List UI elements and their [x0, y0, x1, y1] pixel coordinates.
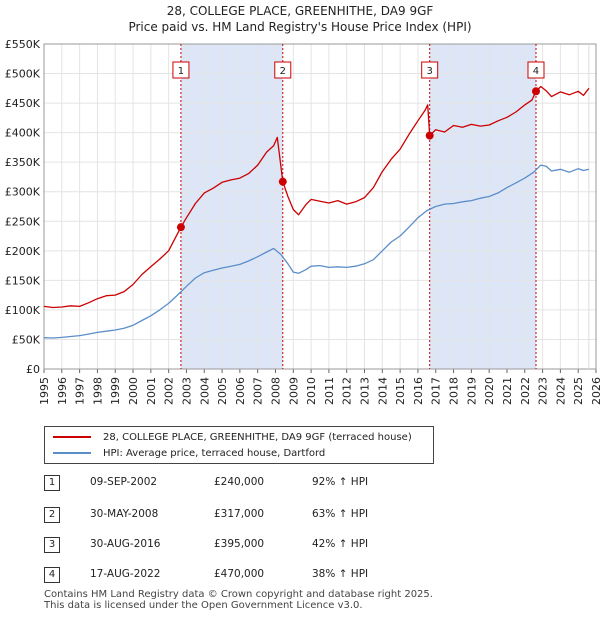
sale-2-point — [278, 177, 287, 186]
property-price-line — [43, 85, 590, 309]
sale-date: 30-AUG-2016 — [90, 538, 161, 550]
sale-hpi-change: 63% ↑ HPI — [312, 508, 369, 520]
sale-3-point — [425, 131, 434, 140]
x-tick-label: 2017 — [430, 377, 443, 405]
sale-price: £395,000 — [214, 538, 265, 550]
x-tick-label: 2022 — [519, 377, 532, 405]
x-tick-label: 1995 — [38, 377, 51, 405]
y-tick-label: £350K — [5, 156, 41, 169]
sale-date: 09-SEP-2002 — [90, 476, 158, 488]
y-tick-label: £500K — [5, 68, 41, 81]
x-tick-label: 2024 — [554, 377, 567, 405]
legend: 28, COLLEGE PLACE, GREENHITHE, DA9 9GF (… — [44, 426, 434, 464]
table-row: 3 30-AUG-2016 £395,000 42% ↑ HPI — [44, 537, 424, 553]
sale-2-label: 2 — [280, 66, 286, 77]
sale-3-label: 3 — [427, 66, 433, 77]
footer: Contains HM Land Registry data © Crown c… — [44, 589, 433, 611]
sale-price: £470,000 — [214, 568, 265, 580]
sale-1-point — [176, 223, 185, 232]
legend-label-property: 28, COLLEGE PLACE, GREENHITHE, DA9 9GF (… — [103, 431, 412, 443]
legend-swatch-property — [53, 436, 91, 438]
table-row: 4 17-AUG-2022 £470,000 38% ↑ HPI — [44, 567, 424, 583]
sale-price: £317,000 — [214, 508, 265, 520]
legend-item-property: 28, COLLEGE PLACE, GREENHITHE, DA9 9GF (… — [53, 430, 412, 444]
footer-licence: This data is licensed under the Open Gov… — [44, 600, 363, 611]
chart-subtitle: Price paid vs. HM Land Registry's House … — [128, 20, 472, 34]
y-tick-label: £150K — [5, 274, 41, 287]
x-tick-label: 2014 — [376, 377, 389, 405]
y-tick-label: £300K — [5, 186, 41, 199]
y-tick-label: £50K — [12, 333, 41, 346]
x-tick-label: 2023 — [537, 377, 550, 405]
x-tick-label: 2007 — [252, 377, 265, 405]
y-tick-label: £400K — [5, 127, 41, 140]
y-tick-label: £450K — [5, 97, 41, 110]
x-tick-label: 2020 — [483, 377, 496, 405]
x-tick-label: 2011 — [323, 377, 336, 405]
x-tick-label: 2016 — [412, 377, 425, 405]
sale-1-label: 1 — [178, 66, 184, 77]
legend-swatch-hpi — [53, 452, 91, 454]
x-tick-label: 2003 — [180, 377, 193, 405]
y-tick-label: £250K — [5, 215, 41, 228]
x-tick-label: 1997 — [74, 377, 87, 405]
legend-label-hpi: HPI: Average price, terraced house, Dart… — [103, 447, 326, 459]
y-tick-label: £100K — [5, 304, 41, 317]
sale-hpi-change: 42% ↑ HPI — [312, 538, 369, 550]
sale-marker-label: 4 — [44, 567, 60, 583]
sale-3-box — [421, 61, 439, 79]
x-tick-label: 2001 — [145, 377, 158, 405]
x-tick-label: 2005 — [216, 377, 229, 405]
legend-item-hpi: HPI: Average price, terraced house, Dart… — [53, 446, 325, 460]
sale-marker-label: 2 — [44, 507, 60, 523]
sale-4-box — [527, 61, 545, 79]
price-chart: £0 £50K £100K £150K £200K £250K £300K £350K £400… — [5, 38, 600, 405]
y-tick-label: £0 — [26, 363, 40, 376]
sale-hpi-change: 38% ↑ HPI — [312, 568, 369, 580]
x-tick-label: 1998 — [91, 377, 104, 405]
x-tick-label: 2012 — [341, 377, 354, 405]
x-tick-label: 2025 — [572, 377, 585, 405]
x-tick-label: 2009 — [287, 377, 300, 405]
x-tick-label: 2018 — [448, 377, 461, 405]
table-row: 2 30-MAY-2008 £317,000 63% ↑ HPI — [44, 507, 424, 523]
sale-marker-label: 1 — [44, 475, 60, 491]
sale-hpi-change: 92% ↑ HPI — [312, 476, 369, 488]
sale-date: 17-AUG-2022 — [90, 568, 161, 580]
shaded-period-1 — [180, 44, 283, 369]
y-tick-label: £550K — [5, 38, 41, 51]
sale-date: 30-MAY-2008 — [90, 508, 159, 520]
x-tick-label: 2002 — [163, 377, 176, 405]
x-tick-label: 2021 — [501, 377, 514, 405]
footer-copyright: Contains HM Land Registry data © Crown c… — [44, 589, 433, 600]
shaded-period-2 — [429, 44, 536, 369]
table-row: 1 09-SEP-2002 £240,000 92% ↑ HPI — [44, 475, 424, 491]
sale-4-point — [531, 87, 540, 96]
x-tick-label: 2015 — [394, 377, 407, 405]
x-tick-label: 2013 — [359, 377, 372, 405]
x-tick-label: 2006 — [234, 377, 247, 405]
x-tick-label: 2000 — [127, 377, 140, 405]
x-tick-label: 1999 — [109, 377, 122, 405]
x-tick-label: 2019 — [465, 377, 478, 405]
x-tick-label: 2010 — [305, 377, 318, 405]
plot-frame — [43, 43, 597, 370]
sale-1-box — [172, 61, 190, 79]
x-tick-label: 1996 — [56, 377, 69, 405]
sale-price: £240,000 — [214, 476, 265, 488]
chart-title: 28, COLLEGE PLACE, GREENHITHE, DA9 9GF — [166, 4, 434, 18]
y-tick-label: £200K — [5, 245, 41, 258]
sale-2-box — [274, 61, 292, 79]
x-tick-label: 2004 — [198, 377, 211, 405]
sale-4-label: 4 — [533, 66, 539, 77]
x-tick-label: 2026 — [590, 377, 600, 405]
hpi-line — [43, 164, 590, 339]
x-tick-label: 2008 — [269, 377, 282, 405]
sale-marker-label: 3 — [44, 537, 60, 553]
